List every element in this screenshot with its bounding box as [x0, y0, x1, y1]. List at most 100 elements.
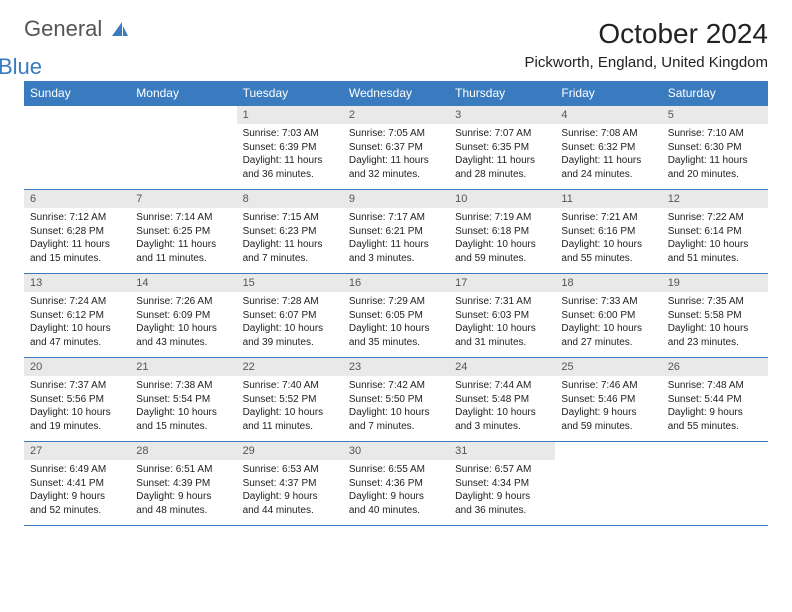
day-details: Sunrise: 7:08 AMSunset: 6:32 PMDaylight:… — [555, 124, 661, 185]
calendar-week-row: 6Sunrise: 7:12 AMSunset: 6:28 PMDaylight… — [24, 190, 768, 274]
weekday-header: Wednesday — [343, 81, 449, 106]
calendar-day-cell: 10Sunrise: 7:19 AMSunset: 6:18 PMDayligh… — [449, 190, 555, 274]
day-details: Sunrise: 6:55 AMSunset: 4:36 PMDaylight:… — [343, 460, 449, 521]
sunset-text: Sunset: 6:14 PM — [668, 225, 762, 239]
weekday-header: Saturday — [662, 81, 768, 106]
day-number: 27 — [24, 442, 130, 460]
daylight-text: Daylight: 10 hours and 27 minutes. — [561, 322, 655, 349]
weekday-header: Sunday — [24, 81, 130, 106]
logo-text-blue: Blue — [0, 54, 42, 79]
sunset-text: Sunset: 5:52 PM — [243, 393, 337, 407]
calendar-day-cell: 22Sunrise: 7:40 AMSunset: 5:52 PMDayligh… — [237, 358, 343, 442]
day-details: Sunrise: 6:53 AMSunset: 4:37 PMDaylight:… — [237, 460, 343, 521]
sunset-text: Sunset: 5:44 PM — [668, 393, 762, 407]
day-details: Sunrise: 7:28 AMSunset: 6:07 PMDaylight:… — [237, 292, 343, 353]
calendar-day-cell: 30Sunrise: 6:55 AMSunset: 4:36 PMDayligh… — [343, 442, 449, 526]
calendar-day-cell: 3Sunrise: 7:07 AMSunset: 6:35 PMDaylight… — [449, 106, 555, 190]
sunrise-text: Sunrise: 7:10 AM — [668, 127, 762, 141]
sunrise-text: Sunrise: 6:57 AM — [455, 463, 549, 477]
day-number: 23 — [343, 358, 449, 376]
calendar-table: SundayMondayTuesdayWednesdayThursdayFrid… — [24, 81, 768, 526]
sunset-text: Sunset: 4:36 PM — [349, 477, 443, 491]
weekday-header: Monday — [130, 81, 236, 106]
sunrise-text: Sunrise: 7:40 AM — [243, 379, 337, 393]
sunrise-text: Sunrise: 7:19 AM — [455, 211, 549, 225]
calendar-day-cell: 20Sunrise: 7:37 AMSunset: 5:56 PMDayligh… — [24, 358, 130, 442]
calendar-week-row: ....1Sunrise: 7:03 AMSunset: 6:39 PMDayl… — [24, 106, 768, 190]
logo: General Blue — [24, 18, 132, 62]
title-block: October 2024 Pickworth, England, United … — [525, 18, 768, 71]
day-number: 7 — [130, 190, 236, 208]
calendar-day-cell: 27Sunrise: 6:49 AMSunset: 4:41 PMDayligh… — [24, 442, 130, 526]
logo-sail-icon — [110, 20, 130, 38]
sunrise-text: Sunrise: 7:42 AM — [349, 379, 443, 393]
daylight-text: Daylight: 10 hours and 15 minutes. — [136, 406, 230, 433]
daylight-text: Daylight: 10 hours and 47 minutes. — [30, 322, 124, 349]
sunrise-text: Sunrise: 7:17 AM — [349, 211, 443, 225]
day-number: 17 — [449, 274, 555, 292]
sunset-text: Sunset: 6:23 PM — [243, 225, 337, 239]
calendar-week-row: 13Sunrise: 7:24 AMSunset: 6:12 PMDayligh… — [24, 274, 768, 358]
calendar-day-cell: 2Sunrise: 7:05 AMSunset: 6:37 PMDaylight… — [343, 106, 449, 190]
day-details: Sunrise: 7:35 AMSunset: 5:58 PMDaylight:… — [662, 292, 768, 353]
calendar-day-cell: .. — [24, 106, 130, 190]
day-details: Sunrise: 7:07 AMSunset: 6:35 PMDaylight:… — [449, 124, 555, 185]
sunrise-text: Sunrise: 6:53 AM — [243, 463, 337, 477]
day-details: Sunrise: 6:51 AMSunset: 4:39 PMDaylight:… — [130, 460, 236, 521]
calendar-day-cell: 12Sunrise: 7:22 AMSunset: 6:14 PMDayligh… — [662, 190, 768, 274]
day-number: 24 — [449, 358, 555, 376]
daylight-text: Daylight: 10 hours and 59 minutes. — [455, 238, 549, 265]
sunrise-text: Sunrise: 7:08 AM — [561, 127, 655, 141]
day-details: Sunrise: 7:31 AMSunset: 6:03 PMDaylight:… — [449, 292, 555, 353]
calendar-day-cell: 21Sunrise: 7:38 AMSunset: 5:54 PMDayligh… — [130, 358, 236, 442]
sunset-text: Sunset: 6:07 PM — [243, 309, 337, 323]
weekday-header-row: SundayMondayTuesdayWednesdayThursdayFrid… — [24, 81, 768, 106]
sunrise-text: Sunrise: 7:03 AM — [243, 127, 337, 141]
location-text: Pickworth, England, United Kingdom — [525, 54, 768, 71]
calendar-day-cell: 31Sunrise: 6:57 AMSunset: 4:34 PMDayligh… — [449, 442, 555, 526]
day-details: Sunrise: 7:46 AMSunset: 5:46 PMDaylight:… — [555, 376, 661, 437]
sunrise-text: Sunrise: 7:07 AM — [455, 127, 549, 141]
daylight-text: Daylight: 10 hours and 31 minutes. — [455, 322, 549, 349]
day-details: Sunrise: 7:29 AMSunset: 6:05 PMDaylight:… — [343, 292, 449, 353]
day-number: 5 — [662, 106, 768, 124]
daylight-text: Daylight: 11 hours and 28 minutes. — [455, 154, 549, 181]
day-details: Sunrise: 7:38 AMSunset: 5:54 PMDaylight:… — [130, 376, 236, 437]
sunset-text: Sunset: 4:41 PM — [30, 477, 124, 491]
calendar-day-cell: 5Sunrise: 7:10 AMSunset: 6:30 PMDaylight… — [662, 106, 768, 190]
calendar-day-cell: 6Sunrise: 7:12 AMSunset: 6:28 PMDaylight… — [24, 190, 130, 274]
day-number: 13 — [24, 274, 130, 292]
day-number: 6 — [24, 190, 130, 208]
sunset-text: Sunset: 6:03 PM — [455, 309, 549, 323]
sunset-text: Sunset: 6:05 PM — [349, 309, 443, 323]
header: General Blue October 2024 Pickworth, Eng… — [24, 18, 768, 71]
day-details: Sunrise: 7:12 AMSunset: 6:28 PMDaylight:… — [24, 208, 130, 269]
day-number: 4 — [555, 106, 661, 124]
day-details: Sunrise: 7:21 AMSunset: 6:16 PMDaylight:… — [555, 208, 661, 269]
calendar-day-cell: 7Sunrise: 7:14 AMSunset: 6:25 PMDaylight… — [130, 190, 236, 274]
calendar-day-cell: 11Sunrise: 7:21 AMSunset: 6:16 PMDayligh… — [555, 190, 661, 274]
day-details: Sunrise: 7:42 AMSunset: 5:50 PMDaylight:… — [343, 376, 449, 437]
day-number: 25 — [555, 358, 661, 376]
daylight-text: Daylight: 10 hours and 7 minutes. — [349, 406, 443, 433]
daylight-text: Daylight: 11 hours and 3 minutes. — [349, 238, 443, 265]
daylight-text: Daylight: 10 hours and 19 minutes. — [30, 406, 124, 433]
sunrise-text: Sunrise: 7:12 AM — [30, 211, 124, 225]
day-details: Sunrise: 7:14 AMSunset: 6:25 PMDaylight:… — [130, 208, 236, 269]
weekday-header: Tuesday — [237, 81, 343, 106]
sunrise-text: Sunrise: 7:44 AM — [455, 379, 549, 393]
day-details: Sunrise: 7:37 AMSunset: 5:56 PMDaylight:… — [24, 376, 130, 437]
sunrise-text: Sunrise: 6:55 AM — [349, 463, 443, 477]
calendar-day-cell: 29Sunrise: 6:53 AMSunset: 4:37 PMDayligh… — [237, 442, 343, 526]
sunrise-text: Sunrise: 7:28 AM — [243, 295, 337, 309]
daylight-text: Daylight: 10 hours and 39 minutes. — [243, 322, 337, 349]
day-number: 1 — [237, 106, 343, 124]
day-number: 28 — [130, 442, 236, 460]
day-number: 22 — [237, 358, 343, 376]
day-number: 12 — [662, 190, 768, 208]
sunset-text: Sunset: 4:39 PM — [136, 477, 230, 491]
sunrise-text: Sunrise: 7:38 AM — [136, 379, 230, 393]
day-details: Sunrise: 7:40 AMSunset: 5:52 PMDaylight:… — [237, 376, 343, 437]
sunset-text: Sunset: 5:46 PM — [561, 393, 655, 407]
calendar-day-cell: 1Sunrise: 7:03 AMSunset: 6:39 PMDaylight… — [237, 106, 343, 190]
